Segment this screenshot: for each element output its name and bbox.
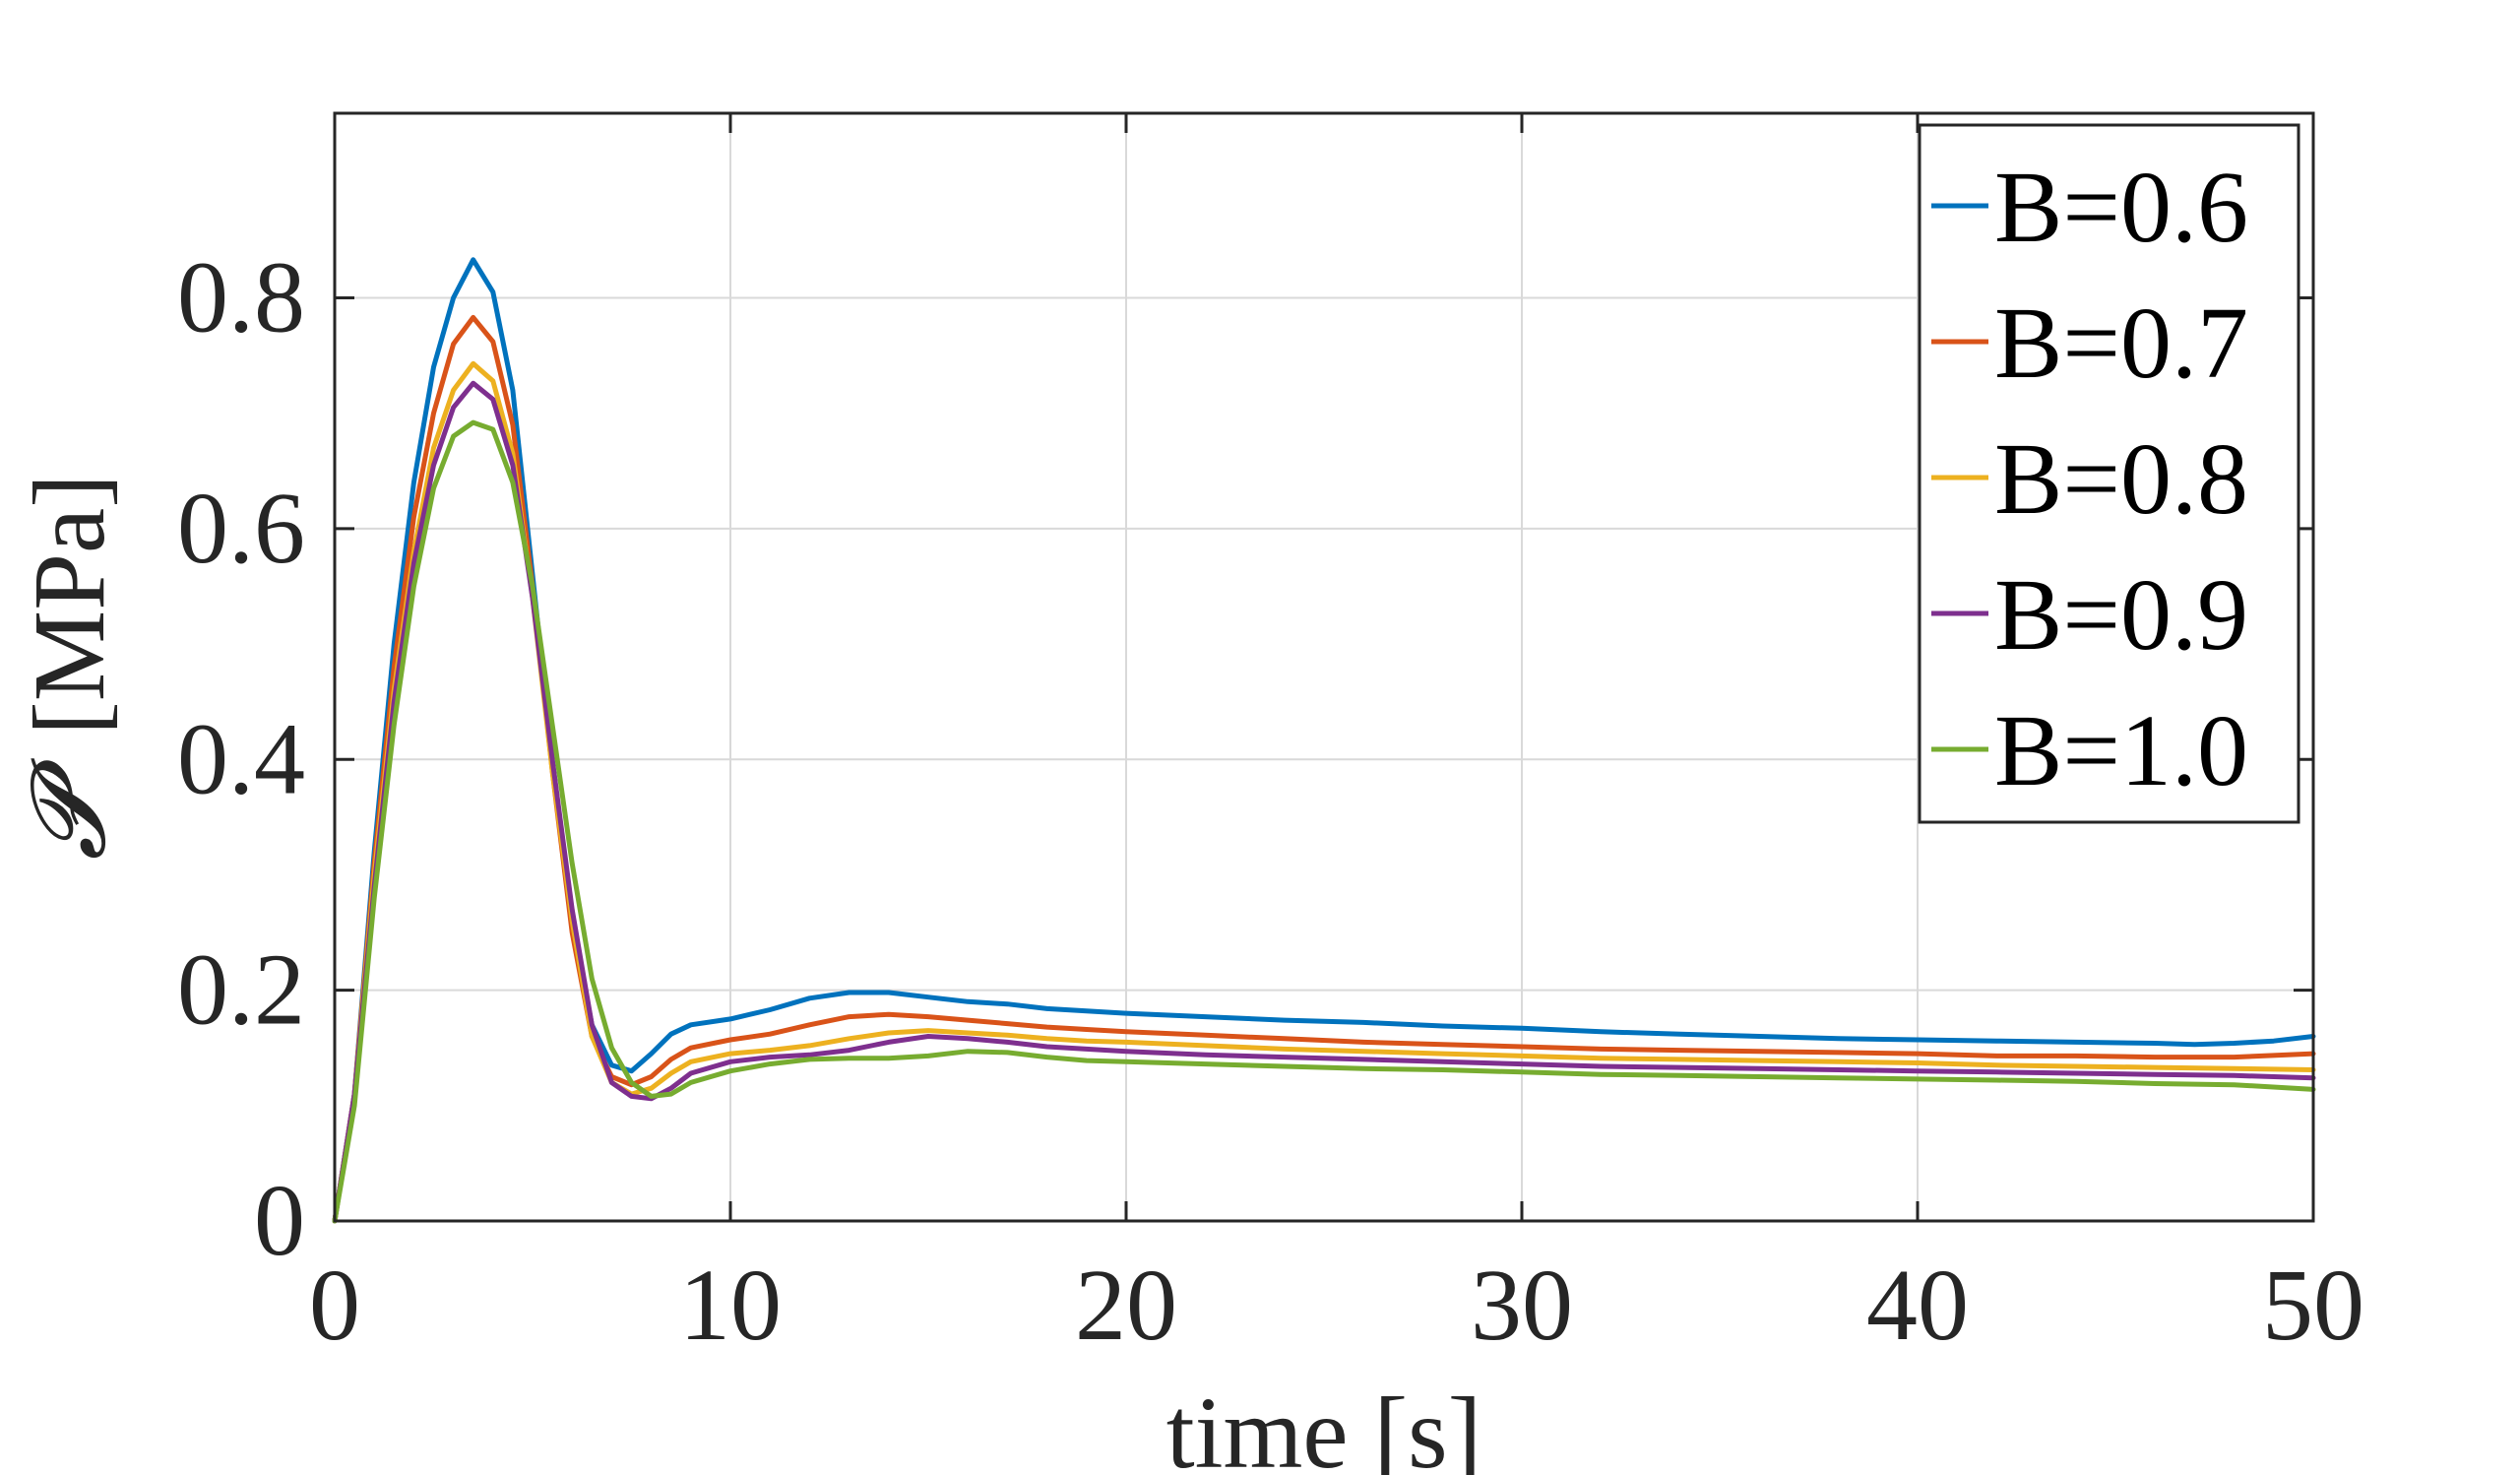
legend-label: B=0.9 — [1994, 558, 2248, 672]
x-axis-label: time [s] — [1166, 1377, 1482, 1475]
y-tick-label: 0 — [254, 1164, 305, 1277]
y-tick-label: 0.8 — [177, 241, 305, 354]
y-axis-symbol: 𝓟 — [13, 758, 126, 861]
y-axis-label: 𝓟 [MPa] — [13, 474, 126, 861]
x-tick-label: 30 — [1471, 1249, 1573, 1362]
x-tick-label: 0 — [309, 1249, 360, 1362]
y-tick-label: 0.2 — [177, 933, 305, 1047]
series-line-B=0.8 — [332, 360, 2316, 1224]
y-tick-label: 0.6 — [177, 472, 305, 585]
series-line-B=0.6 — [332, 257, 2316, 1224]
series-line-B=1.0 — [332, 419, 2316, 1224]
y-tick-label: 0.4 — [177, 702, 305, 815]
legend: B=0.6 B=0.7 B=0.8 B=0.9 B=1.0 — [1918, 123, 2300, 824]
legend-label: B=0.8 — [1994, 422, 2248, 536]
y-axis-unit: [MPa] — [13, 474, 126, 736]
data-series — [332, 257, 2316, 1224]
y-tick-labels: 0 0.2 0.4 0.6 0.8 — [177, 241, 305, 1278]
axes-box — [333, 111, 2315, 1223]
legend-label: B=0.7 — [1994, 287, 2248, 400]
legend-box — [1918, 123, 2300, 824]
legend-label: B=0.6 — [1994, 151, 2248, 264]
series-line-B=0.7 — [332, 314, 2316, 1224]
x-tick-label: 50 — [2262, 1249, 2364, 1362]
x-tick-labels: 0 10 20 30 40 50 — [309, 1249, 2364, 1362]
x-tick-label: 10 — [679, 1249, 782, 1362]
series-line-B=0.9 — [332, 380, 2316, 1224]
x-tick-label: 20 — [1075, 1249, 1177, 1362]
axis-ticks — [333, 113, 2315, 1223]
legend-label: B=1.0 — [1994, 694, 2248, 807]
x-tick-label: 40 — [1866, 1249, 1969, 1362]
